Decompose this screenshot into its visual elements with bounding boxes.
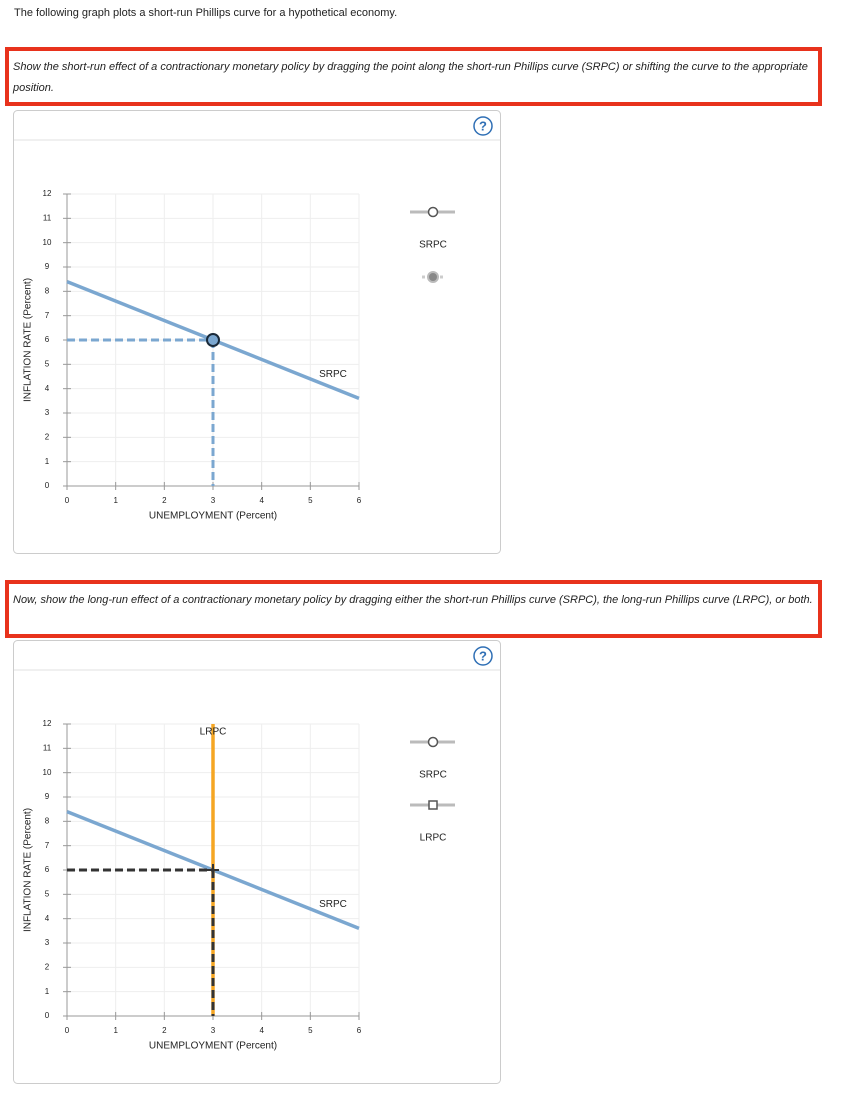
y-tick-label: 4 xyxy=(45,914,50,923)
help-icon[interactable]: ? xyxy=(479,118,487,133)
point[interactable] xyxy=(207,864,219,876)
x-axis-label: UNEMPLOYMENT (Percent) xyxy=(149,1041,277,1052)
y-tick-label: 0 xyxy=(45,481,50,490)
x-tick-label: 1 xyxy=(113,496,118,505)
y-tick-label: 12 xyxy=(43,189,52,198)
help-icon[interactable]: ? xyxy=(479,648,487,663)
x-tick-label: 2 xyxy=(162,1026,167,1035)
panel xyxy=(13,640,501,1084)
y-tick-label: 6 xyxy=(45,865,50,874)
x-tick-label: 3 xyxy=(211,1026,216,1035)
legend-marker[interactable] xyxy=(427,206,439,218)
y-tick-label: 8 xyxy=(45,286,50,295)
y-tick-label: 5 xyxy=(45,359,50,368)
y-tick-label: 8 xyxy=(45,816,50,825)
y-tick-label: 9 xyxy=(45,262,50,271)
help-button[interactable] xyxy=(473,646,493,666)
y-tick-label: 9 xyxy=(45,792,50,801)
x-tick-label: 2 xyxy=(162,496,167,505)
help-button[interactable] xyxy=(473,116,493,136)
x-tick-label: 6 xyxy=(357,496,362,505)
x-tick-label: 3 xyxy=(211,496,216,505)
series-label: SRPC xyxy=(319,899,347,910)
y-tick-label: 11 xyxy=(43,743,52,752)
y-tick-label: 0 xyxy=(45,1011,50,1020)
y-tick-label: 3 xyxy=(45,408,50,417)
y-tick-label: 1 xyxy=(45,987,50,996)
panel xyxy=(13,110,501,554)
legend-marker[interactable] xyxy=(428,800,438,810)
x-tick-label: 5 xyxy=(308,1026,313,1035)
y-tick-label: 10 xyxy=(43,768,52,777)
y-tick-label: 7 xyxy=(45,841,50,850)
legend-label: SRPC xyxy=(419,240,447,251)
legend-marker[interactable] xyxy=(427,736,439,748)
x-tick-label: 4 xyxy=(259,1026,264,1035)
legend-point-tool[interactable] xyxy=(427,271,439,283)
y-tick-label: 2 xyxy=(45,962,50,971)
y-axis-label: INFLATION RATE (Percent) xyxy=(23,808,34,932)
y-tick-label: 7 xyxy=(45,311,50,320)
x-tick-label: 4 xyxy=(259,496,264,505)
y-tick-label: 3 xyxy=(45,938,50,947)
x-tick-label: 0 xyxy=(65,496,70,505)
x-tick-label: 5 xyxy=(308,496,313,505)
y-tick-label: 6 xyxy=(45,335,50,344)
series-label: LRPC xyxy=(200,727,227,738)
x-tick-label: 1 xyxy=(113,1026,118,1035)
legend-label: LRPC xyxy=(420,833,447,844)
point[interactable] xyxy=(206,333,220,347)
legend-label: SRPC xyxy=(419,770,447,781)
series-label: SRPC xyxy=(319,369,347,380)
y-tick-label: 4 xyxy=(45,384,50,393)
instruction-box: Now, show the long-run effect of a contr… xyxy=(5,580,822,638)
y-axis-label: INFLATION RATE (Percent) xyxy=(23,278,34,402)
y-tick-label: 1 xyxy=(45,457,50,466)
y-tick-label: 2 xyxy=(45,432,50,441)
y-tick-label: 5 xyxy=(45,889,50,898)
y-tick-label: 10 xyxy=(43,238,52,247)
y-tick-label: 12 xyxy=(43,719,52,728)
x-tick-label: 6 xyxy=(357,1026,362,1035)
x-axis-label: UNEMPLOYMENT (Percent) xyxy=(149,511,277,522)
y-tick-label: 11 xyxy=(43,213,52,222)
instruction-box: Show the short-run effect of a contracti… xyxy=(5,47,822,106)
x-tick-label: 0 xyxy=(65,1026,70,1035)
intro-text: The following graph plots a short-run Ph… xyxy=(14,7,398,19)
